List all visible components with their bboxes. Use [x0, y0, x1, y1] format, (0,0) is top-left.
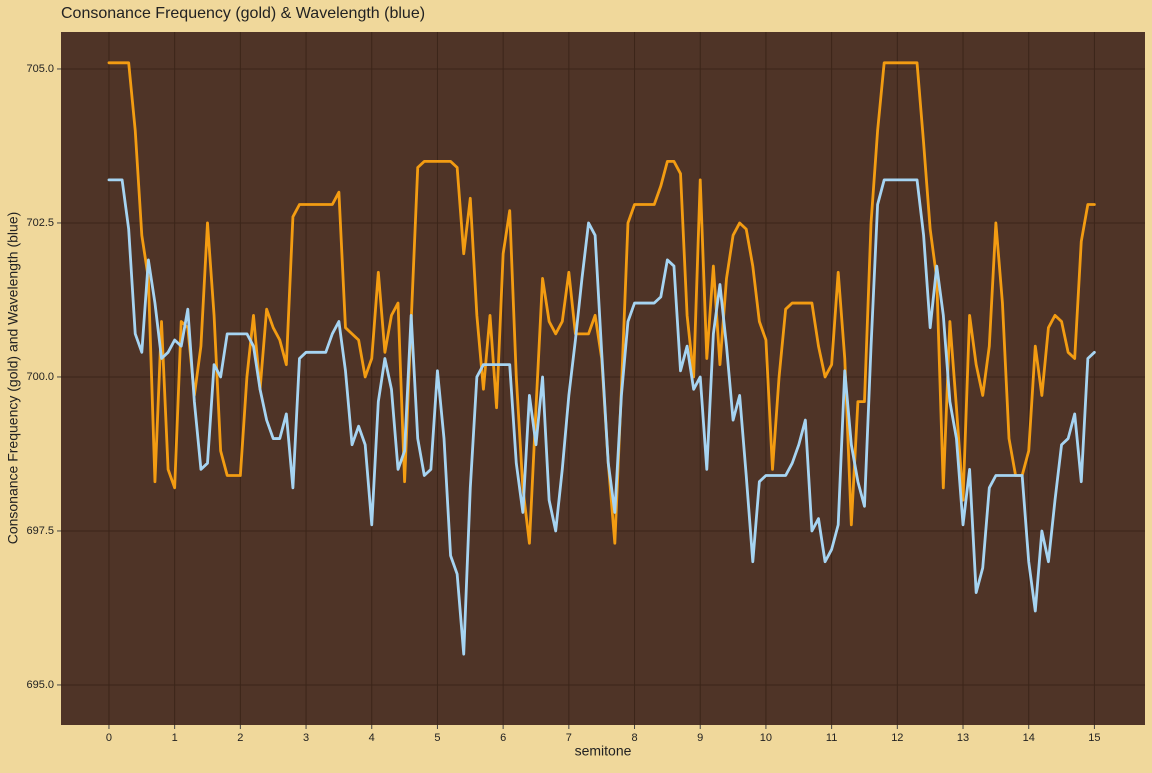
x-tick-label: 13 — [957, 732, 969, 744]
y-tick-label: 705.0 — [26, 63, 54, 75]
x-axis-label: semitone — [575, 743, 632, 759]
y-tick-label: 695.0 — [26, 679, 54, 691]
x-tick-label: 10 — [760, 732, 772, 744]
x-tick-label: 15 — [1088, 732, 1100, 744]
x-tick-label: 6 — [500, 732, 506, 744]
x-tick-label: 9 — [697, 732, 703, 744]
x-tick-label: 7 — [566, 732, 572, 744]
x-tick-label: 4 — [369, 732, 375, 744]
x-tick-label: 14 — [1023, 732, 1035, 744]
y-tick-label: 697.5 — [26, 525, 54, 537]
y-axis-label: Consonance Frequency (gold) and Waveleng… — [5, 212, 21, 545]
chart-title: Consonance Frequency (gold) & Wavelength… — [61, 5, 425, 22]
x-tick-label: 11 — [826, 732, 837, 744]
x-tick-label: 5 — [434, 732, 440, 744]
y-tick-label: 702.5 — [26, 217, 54, 229]
x-tick-label: 12 — [891, 732, 903, 744]
x-tick-label: 0 — [106, 732, 112, 744]
x-tick-label: 1 — [172, 732, 178, 744]
x-tick-label: 3 — [303, 732, 309, 744]
y-tick-label: 700.0 — [26, 371, 54, 383]
x-tick-label: 8 — [631, 732, 637, 744]
x-tick-label: 2 — [237, 732, 243, 744]
data-line — [107, 178, 1096, 656]
